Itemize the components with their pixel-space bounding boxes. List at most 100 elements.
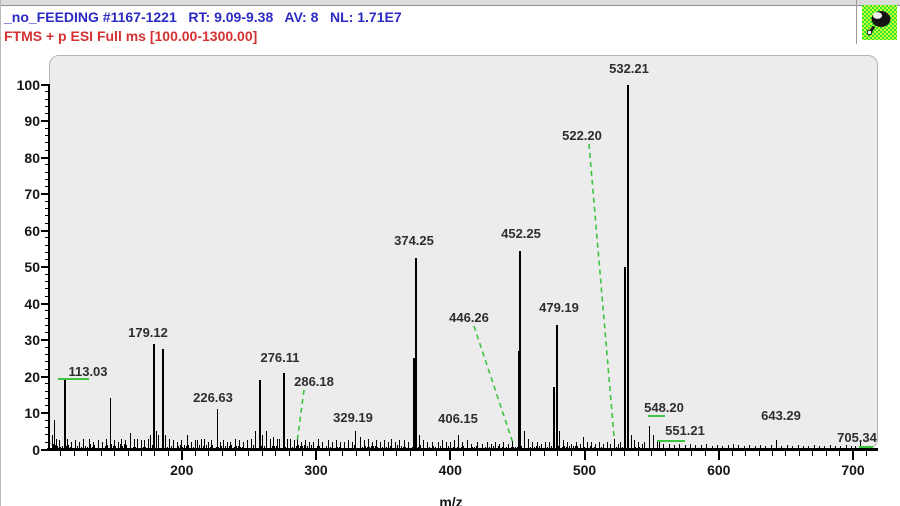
peak-bar: [538, 446, 540, 450]
y-tick: [45, 397, 49, 399]
peak-bar: [519, 250, 522, 450]
peak-bar: [179, 445, 181, 450]
y-tick: [41, 302, 49, 305]
peak-bar: [448, 446, 450, 450]
x-tick: [221, 451, 223, 456]
y-tick: [45, 441, 49, 443]
peak-bar: [243, 442, 244, 450]
peak-bar: [210, 440, 212, 450]
peak-bar: [98, 440, 99, 450]
peak-bar: [197, 440, 199, 450]
peak-bar: [507, 444, 509, 450]
peak-bar: [255, 431, 257, 450]
y-tick-label: 90: [24, 113, 40, 129]
x-tick: [503, 451, 505, 456]
peak-bar: [594, 444, 596, 450]
peak-bar: [74, 445, 76, 450]
x-tick: [127, 451, 129, 456]
peak-bar: [690, 444, 692, 450]
y-tick: [45, 113, 49, 115]
peak-label: 286.18: [294, 374, 334, 389]
peak-bar: [327, 440, 329, 450]
peak-bar: [390, 438, 392, 450]
peak-bar: [250, 445, 252, 450]
x-tick-label: 200: [170, 462, 194, 478]
peak-bar: [493, 446, 495, 450]
peak-bar: [467, 440, 469, 450]
y-tick: [45, 434, 49, 436]
peak-bar: [511, 440, 513, 450]
peak-label: 113.03: [68, 364, 108, 379]
peak-bar: [598, 442, 600, 450]
x-tick: [167, 451, 169, 456]
peak-bar: [52, 434, 54, 450]
peak-bar: [263, 445, 265, 450]
x-tick: [436, 451, 438, 456]
peak-bar: [83, 438, 85, 450]
peak-bar: [476, 446, 478, 450]
y-tick: [45, 324, 49, 326]
peak-bar: [558, 431, 560, 450]
peak-bar: [422, 440, 424, 450]
peak-bar: [117, 445, 119, 450]
peak-bar: [754, 445, 756, 450]
peak-bar: [290, 438, 291, 450]
peak-bar: [343, 442, 345, 450]
peak-bar: [143, 440, 145, 450]
peak-bar: [261, 446, 263, 450]
peak-bar: [363, 440, 365, 450]
pane-top-strip: [1, 0, 900, 6]
y-tick: [45, 208, 49, 210]
peak-bar: [120, 438, 122, 450]
peak-bar: [79, 442, 81, 450]
x-tick: [691, 451, 693, 456]
peak-bar: [295, 445, 297, 450]
peak-bar: [517, 350, 520, 450]
peak-bar: [265, 444, 267, 450]
peak-bar: [55, 445, 57, 450]
x-tick: [288, 451, 290, 456]
y-tick: [45, 237, 49, 239]
peak-bar: [197, 445, 198, 450]
y-tick: [45, 419, 49, 421]
plot-area[interactable]: [49, 55, 878, 449]
x-tick: [717, 451, 720, 460]
x-tick: [328, 451, 330, 456]
peak-bar: [141, 445, 143, 450]
peak-bar: [130, 433, 132, 450]
x-tick: [624, 451, 626, 456]
x-tick-label: 600: [707, 462, 731, 478]
x-axis-line: [47, 448, 878, 451]
peak-bar: [335, 440, 337, 450]
y-tick: [45, 361, 49, 363]
active-pane-pin-button[interactable]: [862, 5, 897, 40]
peak-bar: [318, 438, 320, 450]
peak-bar: [222, 440, 224, 450]
peak-label: 452.25: [501, 226, 541, 241]
peak-bar: [471, 444, 473, 450]
peak-bar: [282, 372, 285, 450]
peak-bar: [495, 442, 497, 450]
y-tick-label: 40: [24, 295, 40, 312]
peak-bar: [609, 444, 611, 450]
peak-bar: [733, 444, 734, 450]
peak-bar: [449, 442, 451, 450]
peak-bar: [65, 446, 67, 450]
y-tick: [45, 427, 49, 429]
peak-bar: [92, 442, 94, 450]
pane-separator: [856, 0, 857, 44]
peak-bar: [716, 445, 718, 450]
y-tick: [45, 405, 49, 407]
x-tick: [610, 451, 612, 456]
peak-bar: [261, 434, 263, 450]
peak-bar: [169, 438, 171, 450]
x-tick: [516, 451, 518, 456]
y-tick: [45, 310, 49, 312]
peak-bar: [503, 442, 505, 450]
peak-bar: [383, 446, 385, 450]
peak-bar: [171, 446, 173, 450]
x-tick: [302, 451, 304, 456]
peak-bar: [552, 387, 555, 450]
peak-bar: [147, 438, 149, 450]
peak-bar: [212, 445, 213, 450]
